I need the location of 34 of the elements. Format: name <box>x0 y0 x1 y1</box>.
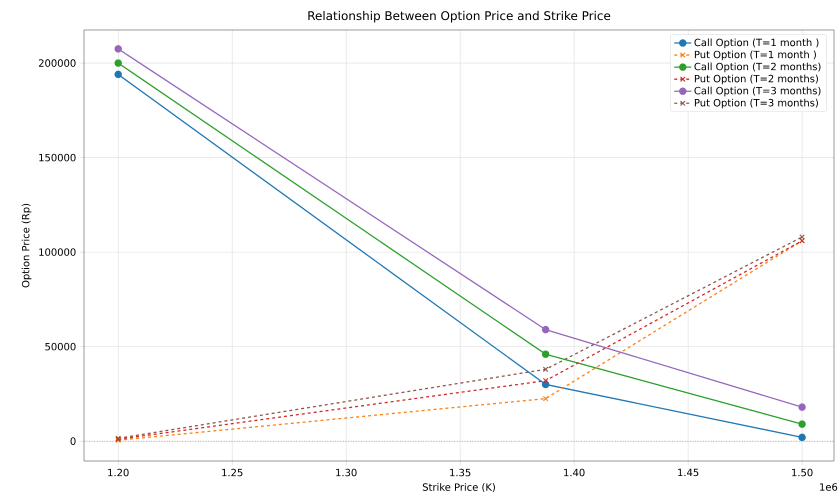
x-tick-label: 1.45 <box>678 468 698 476</box>
legend-label: Call Option (T=1 month ) <box>694 38 818 48</box>
point <box>542 350 550 358</box>
x-axis-title: Strike Price (K) <box>422 483 495 492</box>
point <box>798 403 806 411</box>
point <box>798 434 806 442</box>
x-tick-label: 1.35 <box>450 468 470 476</box>
chart-title: Relationship Between Option Price and Strike Price <box>308 10 610 22</box>
y-tick-label: 150000 <box>39 154 76 162</box>
y-axis-title: Option Price (Rp) <box>22 204 32 288</box>
y-tick-label: 50000 <box>45 342 76 350</box>
legend-label: Call Option (T=3 months) <box>694 86 820 96</box>
legend-label: Put Option (T=1 month ) <box>694 50 816 60</box>
point <box>114 59 122 67</box>
y-tick-label: 200000 <box>38 59 76 67</box>
point <box>542 326 550 334</box>
x-tick-label: 1.30 <box>336 468 357 476</box>
x-tick-label: 1.40 <box>564 468 585 476</box>
point <box>114 70 122 78</box>
y-tick-label: 100000 <box>39 248 76 256</box>
point <box>798 420 806 428</box>
legend-label: Call Option (T=2 months) <box>694 62 820 72</box>
point <box>799 234 805 240</box>
text: 1e6 <box>820 483 838 491</box>
x-tick-label: 1.25 <box>222 468 242 476</box>
point <box>114 45 122 53</box>
legend-label: Put Option (T=2 months) <box>694 74 818 84</box>
y-tick-label: 0 <box>70 437 76 445</box>
legend-label: Put Option (T=3 months) <box>694 98 818 108</box>
point <box>542 396 548 402</box>
point <box>542 366 548 372</box>
x-tick-label: 1.50 <box>792 468 813 476</box>
point <box>542 378 548 384</box>
x-tick-label: 1.20 <box>108 468 129 476</box>
